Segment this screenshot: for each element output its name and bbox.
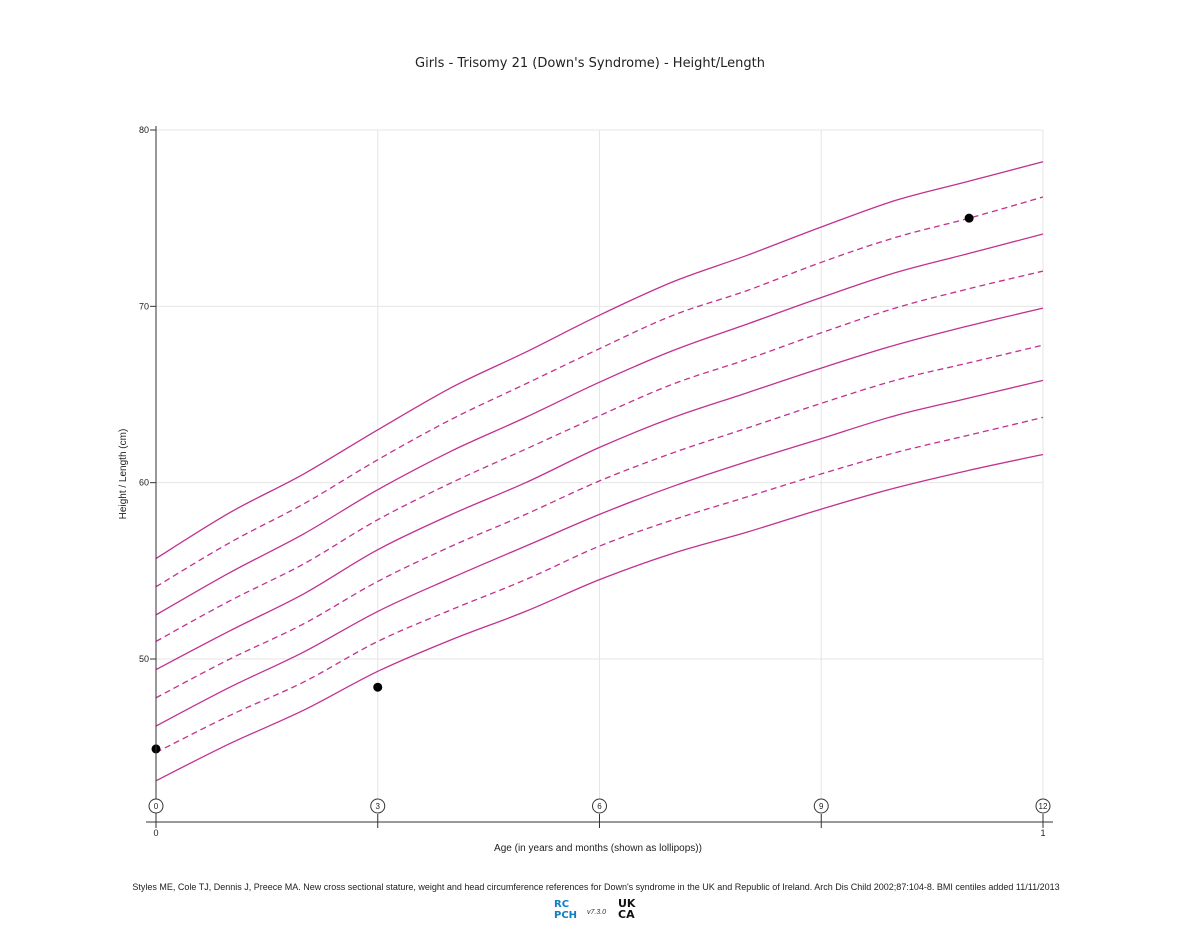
y-tick-label: 80 [139,125,149,135]
lollipop-circle [813,798,829,814]
centile-line-91 [155,233,1044,616]
centile-line-99.6 [155,161,1044,560]
centile-line-25 [155,344,1044,699]
lollipop-label: 3 [376,802,381,811]
measurement-points [151,213,974,754]
month-lollipops: 0 3 6 9 12 [148,798,1051,828]
lollipop-circle [370,798,386,814]
version-label: v7.3.0 [587,909,606,916]
centile-lines [155,161,1044,782]
y-tick-labels: 50 60 70 80 [139,125,156,664]
centile-line-9 [155,379,1044,727]
lollipop-circle [592,798,607,814]
lollipop-label: 0 [154,802,159,811]
y-axis-label: Height / Length (cm) [118,429,129,520]
x-tick-label: 0 [153,828,158,838]
centile-line-98 [155,196,1044,588]
x-axis-label: Age (in years and months (shown as lolli… [494,843,702,854]
rcpch-logo: RC PCH [554,899,577,921]
lollipop-label: 12 [1039,802,1048,811]
rcpch-logo-line1: RC [554,899,569,910]
ukca-mark-line1: UK [618,897,636,910]
measurement-point [964,213,974,223]
rcpch-logo-line2: PCH [554,910,577,921]
x-tick-label: 1 [1040,828,1045,838]
lollipop-label: 6 [597,802,602,811]
lollipop-label: 9 [819,802,824,811]
ukca-mark: UK CA [618,897,636,921]
centile-line-75 [155,270,1044,642]
centile-line-0.4 [155,453,1044,782]
centile-line-50 [155,307,1044,671]
ukca-mark-line2: CA [618,908,635,921]
y-tick-label: 60 [139,478,149,488]
lollipop-circle [1035,798,1051,814]
lollipop-circle [148,798,164,814]
chart-title: Girls - Trisomy 21 (Down's Syndrome) - H… [415,56,765,71]
y-tick-label: 70 [139,301,149,311]
reference-citation: Styles ME, Cole TJ, Dennis J, Preece MA.… [132,882,1059,892]
measurement-point [373,682,383,692]
y-tick-label: 50 [139,654,149,664]
centile-line-2 [155,416,1044,754]
